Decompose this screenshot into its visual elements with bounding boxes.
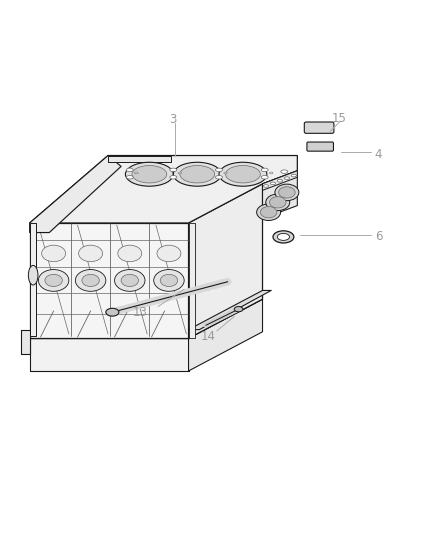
- Ellipse shape: [82, 274, 99, 287]
- Ellipse shape: [154, 270, 184, 292]
- Ellipse shape: [157, 245, 181, 262]
- Ellipse shape: [45, 274, 62, 287]
- Ellipse shape: [170, 168, 177, 172]
- Ellipse shape: [291, 174, 297, 177]
- Ellipse shape: [275, 184, 299, 200]
- Polygon shape: [188, 299, 262, 371]
- Polygon shape: [30, 156, 297, 223]
- FancyBboxPatch shape: [304, 122, 334, 133]
- Text: 6: 6: [375, 230, 382, 243]
- Text: 15: 15: [331, 112, 346, 125]
- Ellipse shape: [224, 172, 227, 174]
- Ellipse shape: [42, 245, 66, 262]
- Ellipse shape: [226, 166, 260, 183]
- Ellipse shape: [125, 162, 173, 186]
- Ellipse shape: [273, 231, 294, 243]
- Ellipse shape: [279, 187, 295, 198]
- Ellipse shape: [215, 168, 223, 172]
- Polygon shape: [30, 156, 121, 232]
- Ellipse shape: [257, 204, 281, 221]
- Ellipse shape: [121, 274, 138, 287]
- Ellipse shape: [261, 168, 268, 172]
- Ellipse shape: [134, 172, 138, 174]
- Text: 13: 13: [132, 306, 147, 319]
- Ellipse shape: [284, 177, 290, 180]
- Polygon shape: [188, 184, 262, 338]
- Polygon shape: [188, 290, 271, 329]
- Ellipse shape: [173, 162, 221, 186]
- Ellipse shape: [269, 172, 273, 174]
- Polygon shape: [30, 223, 36, 336]
- Ellipse shape: [132, 166, 167, 183]
- Ellipse shape: [39, 270, 69, 292]
- Ellipse shape: [106, 308, 119, 316]
- Ellipse shape: [79, 245, 102, 262]
- Polygon shape: [30, 223, 188, 338]
- Ellipse shape: [178, 172, 182, 174]
- Ellipse shape: [277, 180, 283, 182]
- Ellipse shape: [170, 175, 177, 179]
- Polygon shape: [108, 156, 171, 162]
- Ellipse shape: [266, 194, 290, 211]
- Ellipse shape: [75, 270, 106, 292]
- Ellipse shape: [263, 184, 268, 187]
- Polygon shape: [21, 329, 30, 353]
- Text: 4: 4: [375, 148, 382, 161]
- Text: 3: 3: [170, 113, 177, 126]
- Ellipse shape: [126, 175, 133, 179]
- Ellipse shape: [234, 306, 243, 312]
- Ellipse shape: [269, 197, 286, 208]
- Ellipse shape: [118, 245, 142, 262]
- Ellipse shape: [260, 207, 277, 218]
- Ellipse shape: [180, 166, 215, 183]
- Ellipse shape: [281, 170, 288, 173]
- Ellipse shape: [126, 168, 133, 172]
- Ellipse shape: [115, 270, 145, 292]
- Ellipse shape: [28, 265, 38, 285]
- Polygon shape: [262, 171, 297, 219]
- Text: 14: 14: [201, 329, 215, 343]
- Ellipse shape: [261, 175, 268, 179]
- Ellipse shape: [219, 162, 267, 186]
- Polygon shape: [262, 171, 297, 190]
- Polygon shape: [30, 338, 188, 371]
- Polygon shape: [188, 223, 195, 338]
- FancyBboxPatch shape: [307, 142, 333, 151]
- Ellipse shape: [215, 175, 223, 179]
- Ellipse shape: [160, 274, 178, 287]
- Ellipse shape: [270, 182, 276, 184]
- Ellipse shape: [277, 233, 290, 240]
